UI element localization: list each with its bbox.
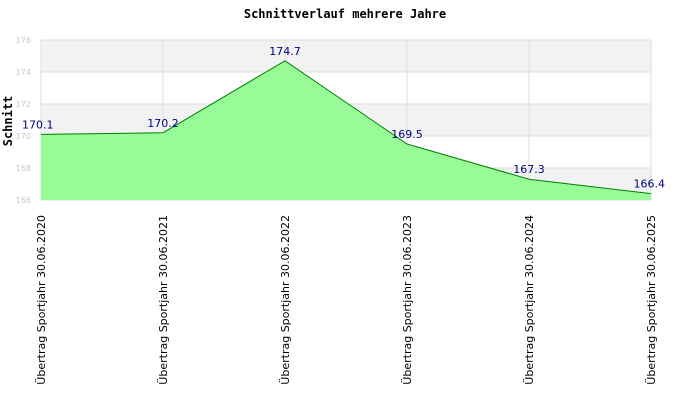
y-axis-ticks: 166 168 170 172 174 176 <box>16 36 31 205</box>
y-axis-label: Schnitt <box>1 96 15 147</box>
data-label: 167.3 <box>513 163 545 176</box>
data-label: 170.2 <box>147 117 179 130</box>
area-series <box>40 60 652 200</box>
data-label: 174.7 <box>269 45 301 58</box>
chart-title: Schnittverlauf mehrere Jahre <box>244 7 446 21</box>
x-axis-ticks: Übertrag Sportjahr 30.06.2020 Übertrag Sp… <box>35 215 658 385</box>
y-tick-label: 168 <box>16 164 31 173</box>
x-tick-label: Übertrag Sportjahr 30.06.2023 <box>401 215 414 385</box>
data-labels: 170.1 170.2 174.7 169.5 167.3 166.4 <box>22 45 665 191</box>
data-label: 166.4 <box>634 178 666 191</box>
area-fill <box>41 60 651 200</box>
y-tick-label: 172 <box>16 100 31 109</box>
x-tick-label: Übertrag Sportjahr 30.06.2024 <box>523 215 536 385</box>
series-line <box>40 60 652 195</box>
y-tick-label: 170 <box>16 132 31 141</box>
y-tick-label: 174 <box>16 68 31 77</box>
plot-band <box>41 40 651 72</box>
data-label: 169.5 <box>391 128 423 141</box>
x-tick-label: Übertrag Sportjahr 30.06.2021 <box>157 215 170 385</box>
data-label: 170.1 <box>22 118 54 131</box>
y-tick-label: 176 <box>16 36 31 45</box>
x-tick-label: Übertrag Sportjahr 30.06.2025 <box>645 215 658 385</box>
y-tick-label: 166 <box>16 196 31 205</box>
x-tick-label: Übertrag Sportjahr 30.06.2022 <box>279 215 292 385</box>
plot-band <box>41 72 651 104</box>
x-tick-label: Übertrag Sportjahr 30.06.2020 <box>35 215 48 385</box>
